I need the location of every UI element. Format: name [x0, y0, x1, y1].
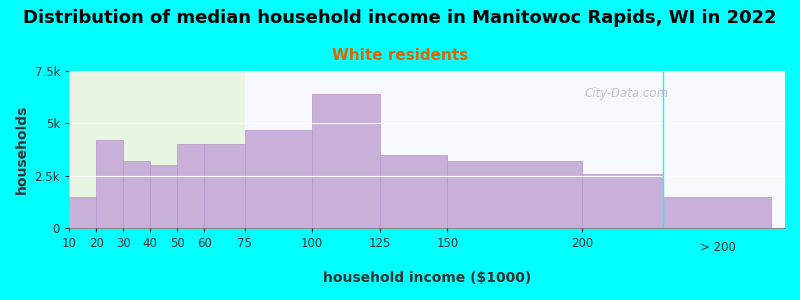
Y-axis label: households: households: [15, 105, 29, 194]
Text: Distribution of median household income in Manitowoc Rapids, WI in 2022: Distribution of median household income …: [23, 9, 777, 27]
Bar: [663, 197, 771, 228]
Bar: [380, 155, 447, 228]
Bar: [123, 161, 150, 228]
Bar: [582, 174, 663, 228]
Bar: [312, 94, 380, 228]
Text: City-Data.com: City-Data.com: [585, 87, 669, 100]
Bar: [245, 130, 312, 228]
Bar: [69, 71, 245, 228]
Text: > 200: > 200: [699, 241, 735, 254]
Bar: [96, 140, 123, 228]
Text: White residents: White residents: [332, 48, 468, 63]
Bar: [245, 71, 785, 228]
Bar: [204, 144, 245, 228]
Bar: [150, 165, 177, 228]
Bar: [177, 144, 204, 228]
Bar: [69, 197, 96, 228]
X-axis label: household income ($1000): household income ($1000): [323, 271, 531, 285]
Bar: [447, 161, 582, 228]
